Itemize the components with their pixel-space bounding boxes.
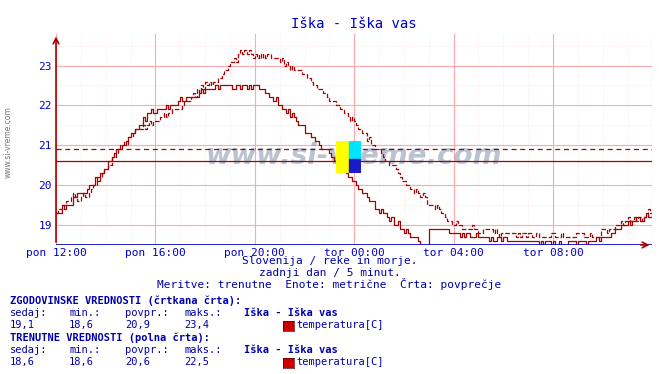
Text: www.si-vreme.com: www.si-vreme.com	[206, 142, 502, 170]
Bar	[349, 159, 361, 173]
Text: 18,6: 18,6	[10, 358, 35, 367]
Text: 20,6: 20,6	[125, 358, 150, 367]
Text: sedaj:: sedaj:	[10, 308, 47, 318]
Text: Slovenija / reke in morje.: Slovenija / reke in morje.	[242, 256, 417, 266]
Text: ZGODOVINSKE VREDNOSTI (črtkana črta):: ZGODOVINSKE VREDNOSTI (črtkana črta):	[10, 295, 241, 306]
Text: sedaj:: sedaj:	[10, 345, 47, 355]
Text: maks.:: maks.:	[185, 308, 222, 318]
Text: 18,6: 18,6	[69, 321, 94, 330]
Text: temperatura[C]: temperatura[C]	[297, 358, 384, 367]
Text: Iška - Iška vas: Iška - Iška vas	[244, 345, 337, 355]
Bar	[349, 141, 361, 159]
Title: Iška - Iška vas: Iška - Iška vas	[291, 17, 417, 31]
Text: Meritve: trenutne  Enote: metrične  Črta: povprečje: Meritve: trenutne Enote: metrične Črta: …	[158, 278, 501, 289]
Text: temperatura[C]: temperatura[C]	[297, 321, 384, 330]
Bar	[336, 141, 349, 173]
Text: maks.:: maks.:	[185, 345, 222, 355]
Text: 19,1: 19,1	[10, 321, 35, 330]
Text: min.:: min.:	[69, 308, 100, 318]
Text: 23,4: 23,4	[185, 321, 210, 330]
Text: min.:: min.:	[69, 345, 100, 355]
Text: povpr.:: povpr.:	[125, 308, 169, 318]
Text: 22,5: 22,5	[185, 358, 210, 367]
Text: 20,9: 20,9	[125, 321, 150, 330]
Text: zadnji dan / 5 minut.: zadnji dan / 5 minut.	[258, 268, 401, 278]
Text: www.si-vreme.com: www.si-vreme.com	[3, 106, 13, 178]
Text: povpr.:: povpr.:	[125, 345, 169, 355]
Text: 18,6: 18,6	[69, 358, 94, 367]
Text: Iška - Iška vas: Iška - Iška vas	[244, 308, 337, 318]
Text: TRENUTNE VREDNOSTI (polna črta):: TRENUTNE VREDNOSTI (polna črta):	[10, 332, 210, 343]
